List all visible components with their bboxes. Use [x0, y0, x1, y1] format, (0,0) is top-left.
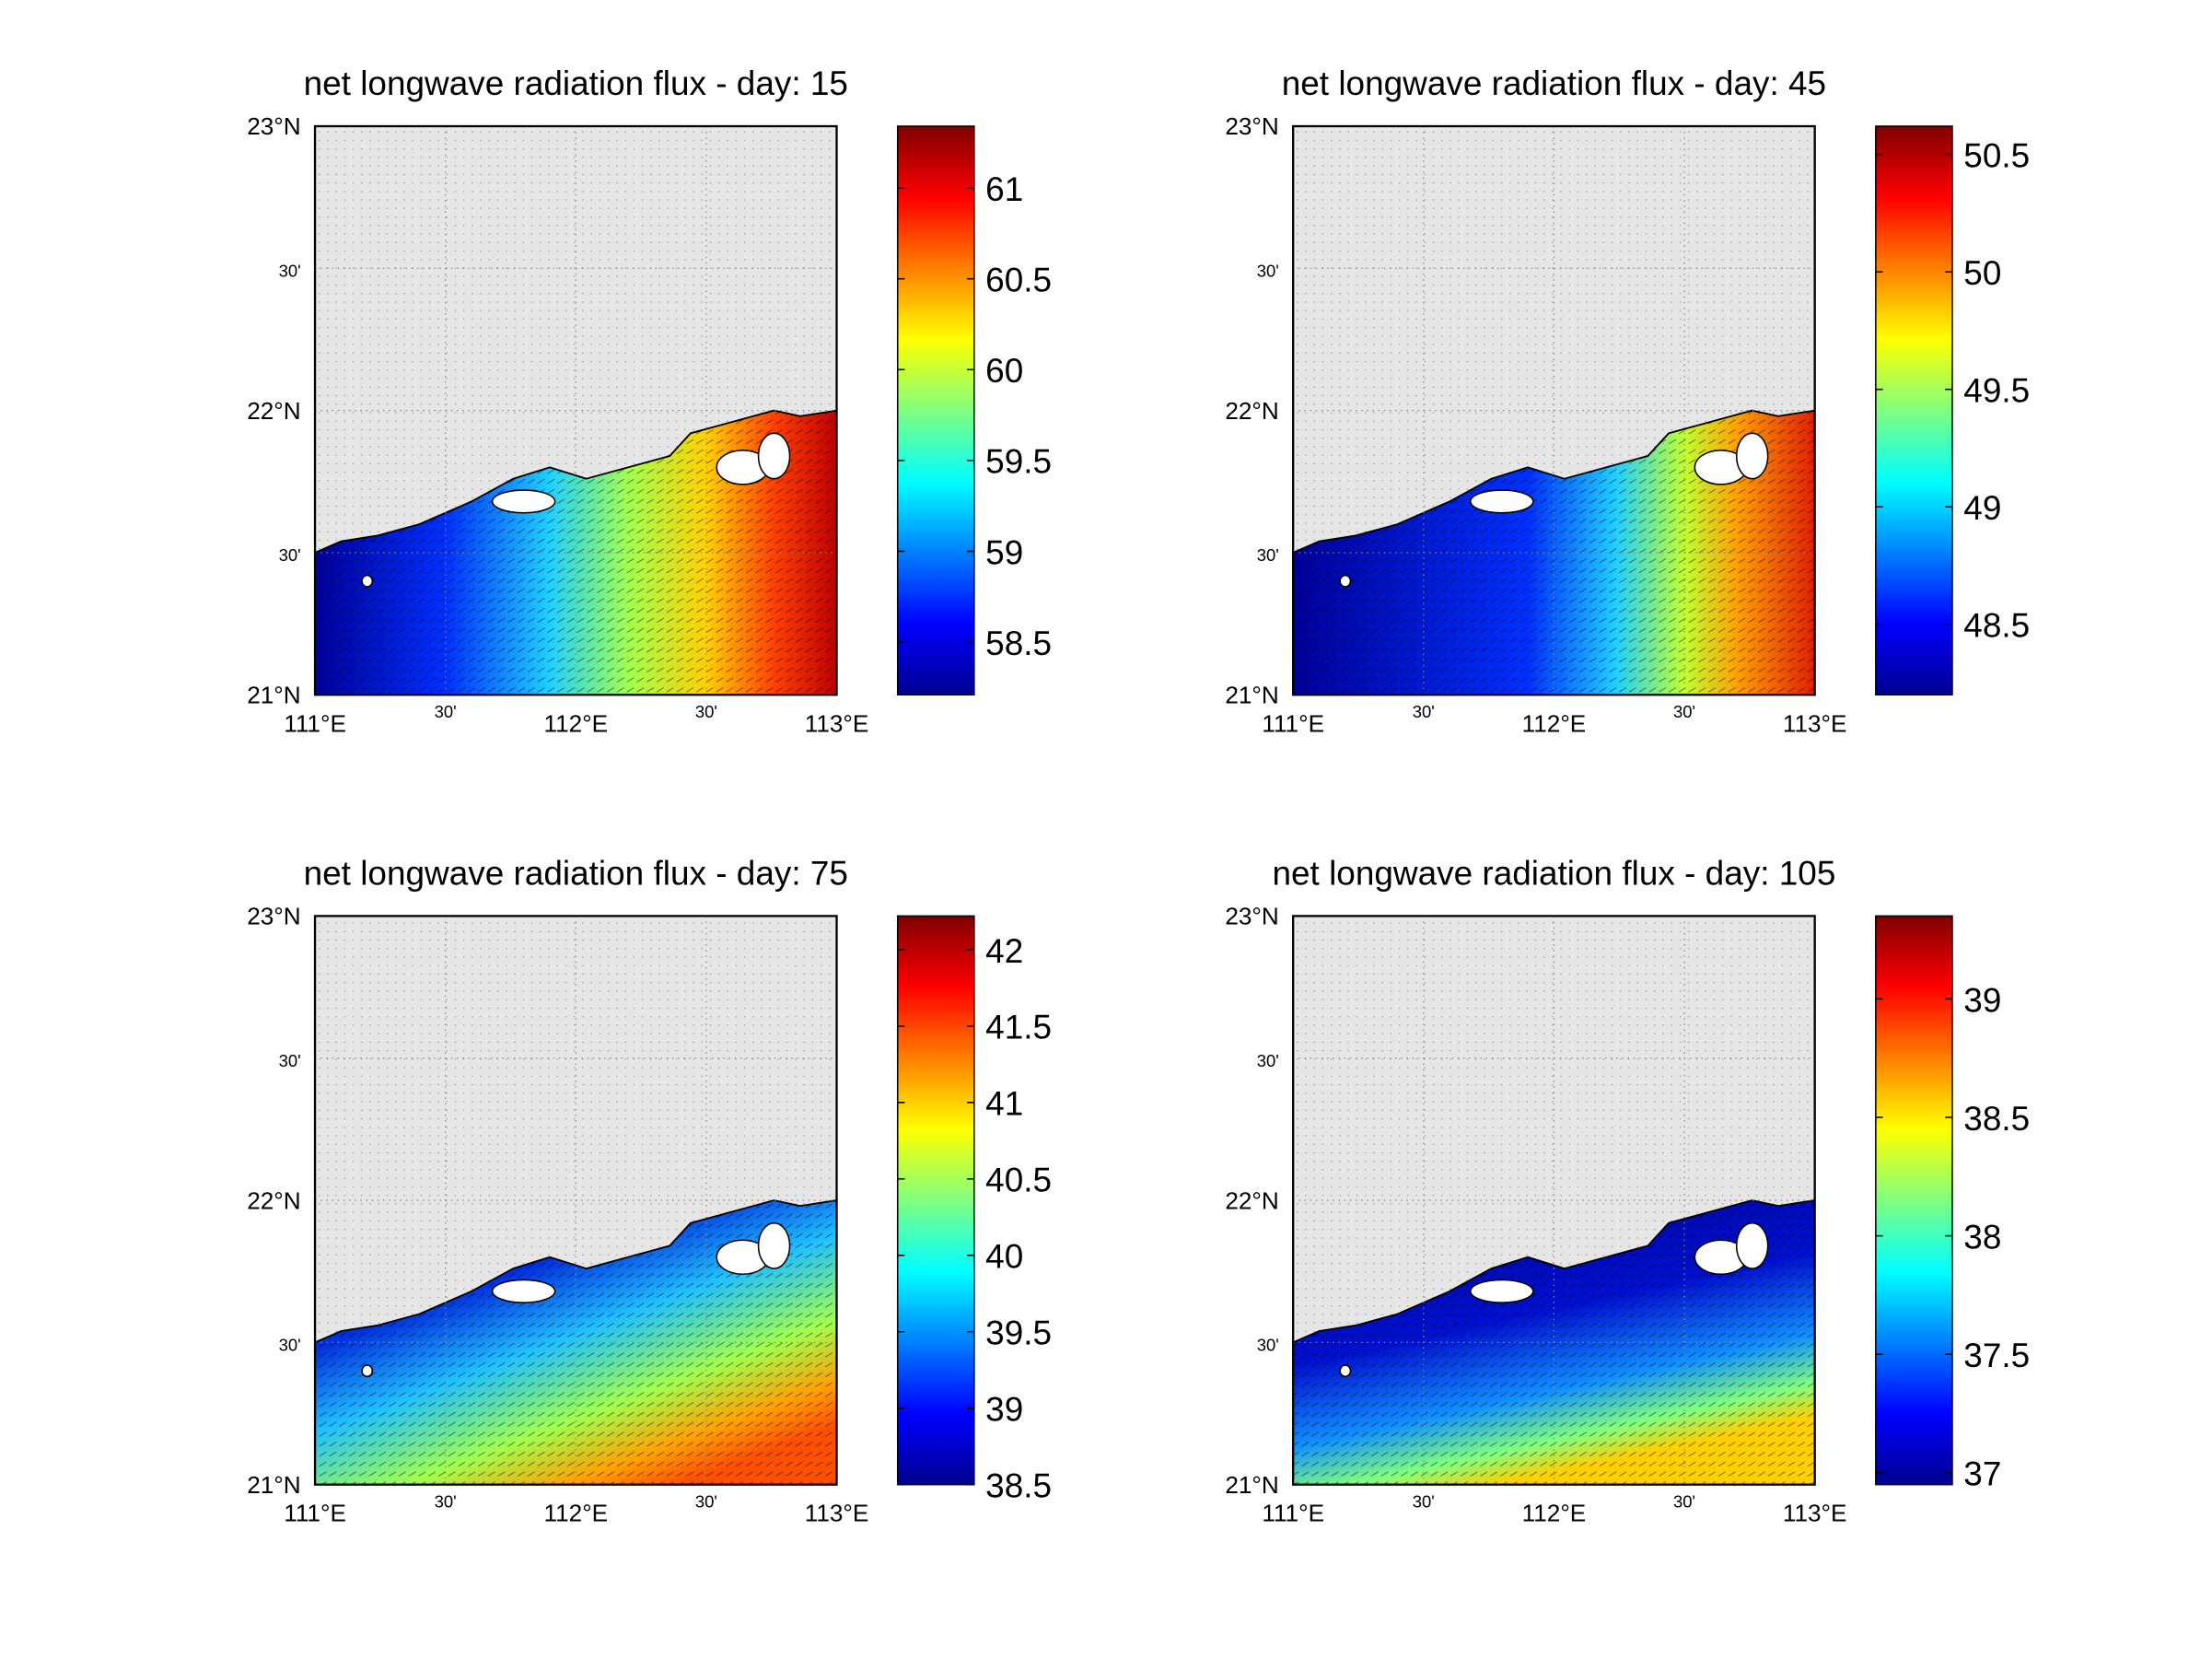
- map-panel: net longwave radiation flux - day: 105 23…: [1225, 855, 2030, 1527]
- lat-label: 22°N: [1225, 397, 1278, 425]
- coastline: [1292, 1199, 1815, 1344]
- panel-title: net longwave radiation flux - day: 45: [1282, 64, 1826, 102]
- lat-label: 30': [279, 262, 301, 281]
- lon-label: 112°E: [1522, 709, 1587, 737]
- colorbar-tick-label: 58.5: [985, 625, 1052, 662]
- colorbar-tick-label: 60.5: [985, 262, 1052, 299]
- colorbar-tick-label: 61: [985, 170, 1023, 208]
- lat-label: 22°N: [247, 397, 300, 425]
- map-frame: [1292, 124, 1816, 696]
- island: [361, 1364, 374, 1378]
- lon-label: 111°E: [284, 709, 346, 737]
- colorbar-tick-label: 40.5: [985, 1162, 1052, 1199]
- colorbar: [896, 125, 975, 696]
- lat-label: 21°N: [1225, 682, 1278, 709]
- island: [491, 1279, 556, 1303]
- colorbar-tick-label: 41.5: [985, 1009, 1052, 1046]
- lat-label: 22°N: [247, 1186, 300, 1214]
- colorbar-tick-label: 59: [985, 533, 1023, 571]
- lat-label: 30': [1257, 262, 1279, 281]
- lat-label: 30': [1257, 1051, 1279, 1070]
- lon-label: 30': [695, 1491, 717, 1511]
- lon-label: 30': [695, 702, 717, 721]
- island: [491, 489, 556, 514]
- lat-label: 21°N: [247, 682, 300, 709]
- colorbar-tick-label: 42: [985, 932, 1023, 970]
- colorbar-tick-label: 39: [985, 1391, 1023, 1429]
- colorbar-tick-label: 50.5: [1963, 136, 2030, 174]
- colorbar-tick-label: 38: [1963, 1218, 2001, 1256]
- island: [1735, 1221, 1769, 1269]
- lon-label: 112°E: [1522, 1500, 1587, 1527]
- colorbar-tick-label: 40: [985, 1238, 1023, 1276]
- lat-label: 23°N: [1225, 112, 1278, 140]
- lat-label: 23°N: [1225, 903, 1278, 930]
- map-frame: [313, 915, 838, 1486]
- island: [1470, 489, 1534, 514]
- lon-label: 113°E: [805, 709, 869, 737]
- colorbar-tick-label: 49: [1963, 489, 2001, 527]
- colorbar: [896, 915, 975, 1486]
- map-panel: net longwave radiation flux - day: 7523°…: [247, 855, 1052, 1527]
- colorbar-tick-label: 49.5: [1963, 372, 2030, 410]
- lat-label: 30': [1257, 1336, 1279, 1355]
- lon-label: 113°E: [805, 1500, 869, 1527]
- panel-title: net longwave radiation flux - day: 15: [304, 64, 848, 102]
- island: [757, 432, 791, 480]
- colorbar: [1875, 125, 1953, 696]
- island: [1470, 1279, 1534, 1303]
- colorbar-tick-label: 37.5: [1963, 1337, 2030, 1374]
- lon-label: 30': [435, 1491, 457, 1511]
- lat-label: 30': [279, 1336, 301, 1355]
- island: [757, 1221, 791, 1269]
- lon-label: 30': [1413, 1491, 1435, 1511]
- lon-label: 112°E: [543, 709, 608, 737]
- colorbar-tick-label: 39.5: [985, 1314, 1052, 1352]
- coastline: [1292, 409, 1815, 554]
- lat-label: 22°N: [1225, 1186, 1278, 1214]
- island: [1339, 1364, 1352, 1378]
- colorbar-tick-label: 50: [1963, 254, 2001, 292]
- coastline: [314, 409, 837, 554]
- lon-label: 30': [1413, 702, 1435, 721]
- panel-title: net longwave radiation flux - day: 75: [304, 855, 848, 893]
- colorbar-tick-label: 60: [985, 352, 1023, 390]
- lat-label: 30': [279, 1051, 301, 1070]
- lon-label: 111°E: [284, 1500, 346, 1527]
- colorbar-tick-label: 38.5: [985, 1467, 1052, 1505]
- lon-label: 111°E: [1262, 709, 1324, 737]
- lon-label: 112°E: [543, 1500, 608, 1527]
- colorbar-tick-label: 41: [985, 1085, 1023, 1123]
- map-frame: [313, 124, 838, 696]
- lon-label: 113°E: [1783, 1500, 1847, 1527]
- lat-label: 23°N: [247, 112, 300, 140]
- lon-label: 30': [1673, 702, 1695, 721]
- map-panel: net longwave radiation flux - day: 4523°…: [1225, 64, 2030, 737]
- island: [1735, 432, 1769, 480]
- island: [361, 574, 374, 588]
- colorbar-tick-label: 37: [1963, 1455, 2001, 1493]
- colorbar: [1875, 915, 1953, 1486]
- island: [1339, 574, 1352, 588]
- lon-label: 30': [1673, 1491, 1695, 1511]
- coastline: [314, 1199, 837, 1344]
- lat-label: 30': [1257, 545, 1279, 565]
- lat-label: 23°N: [247, 903, 300, 930]
- lon-label: 30': [435, 702, 457, 721]
- panel-title: net longwave radiation flux - day: 105: [1272, 855, 1835, 893]
- lat-label: 21°N: [247, 1471, 300, 1499]
- lon-label: 113°E: [1783, 709, 1847, 737]
- colorbar-tick-label: 38.5: [1963, 1100, 2030, 1138]
- map-frame: [1292, 915, 1816, 1486]
- lat-label: 30': [279, 545, 301, 565]
- lon-label: 111°E: [1262, 1500, 1324, 1527]
- map-panel: net longwave radiation flux - day: 1523°…: [247, 64, 1052, 737]
- colorbar-tick-label: 39: [1963, 981, 2001, 1019]
- colorbar-tick-label: 59.5: [985, 443, 1052, 481]
- colorbar-tick-label: 48.5: [1963, 607, 2030, 645]
- lat-label: 21°N: [1225, 1471, 1278, 1499]
